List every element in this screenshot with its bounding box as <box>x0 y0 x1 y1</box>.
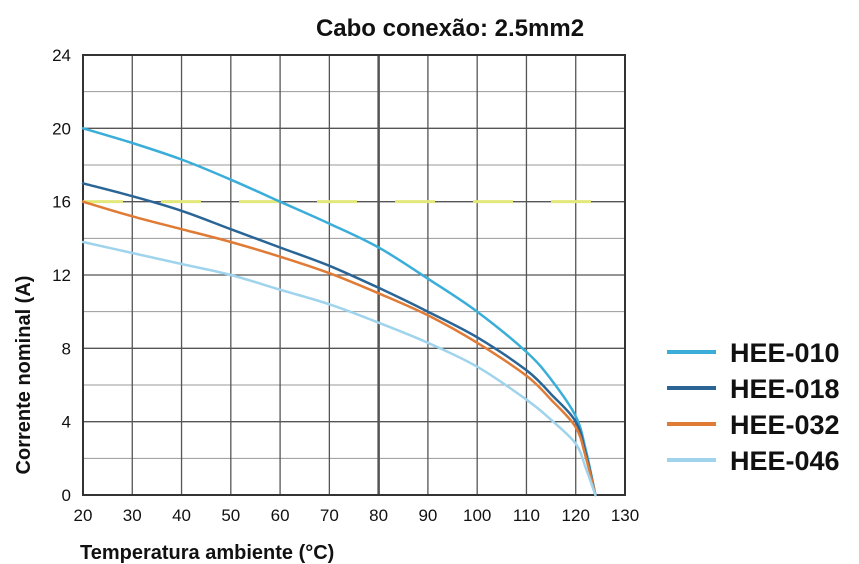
series-line-hee-032 <box>81 200 597 497</box>
x-tick-label: 100 <box>463 506 491 525</box>
series-line-hee-010 <box>81 127 597 497</box>
y-tick-label: 4 <box>62 413 71 432</box>
grid <box>82 54 626 496</box>
chart-title: Cabo conexão: 2.5mm2 <box>316 15 584 42</box>
x-tick-label: 130 <box>611 506 639 525</box>
legend-label: HEE-018 <box>730 374 840 404</box>
legend-label: HEE-032 <box>730 410 840 440</box>
x-tick-label: 80 <box>369 506 388 525</box>
series-lines <box>81 127 597 497</box>
legend-label: HEE-046 <box>730 446 840 476</box>
y-tick-label: 20 <box>52 119 71 138</box>
x-axis-label: Temperatura ambiente (°C) <box>80 542 334 564</box>
x-tick-label: 120 <box>562 506 590 525</box>
y-axis-label: Corrente nominal (A) <box>13 276 35 475</box>
y-tick-label: 8 <box>62 339 71 358</box>
series-line-hee-018 <box>81 182 597 497</box>
series-line-hee-046 <box>81 240 597 497</box>
x-tick-label: 60 <box>271 506 290 525</box>
legend: HEE-010 HEE-018 HEE-032 HEE-046 <box>667 338 840 476</box>
x-tick-label: 110 <box>513 506 540 525</box>
x-tick-label: 40 <box>172 506 191 525</box>
x-tick-label: 70 <box>320 506 339 525</box>
y-tick-label: 24 <box>52 46 71 65</box>
y-tick-label: 12 <box>52 266 71 285</box>
y-tick-label: 16 <box>52 193 71 212</box>
x-tick-label: 20 <box>74 506 93 525</box>
legend-label: HEE-010 <box>730 338 840 368</box>
y-tick-label: 0 <box>62 486 71 505</box>
tick-labels: 20 30 40 50 60 70 80 90 100 110 120 130 0 4 8 12 16 20 24 <box>52 46 639 525</box>
x-tick-label: 50 <box>221 506 240 525</box>
plot-border <box>82 54 626 496</box>
x-tick-label: 90 <box>418 506 437 525</box>
x-tick-label: 30 <box>123 506 142 525</box>
